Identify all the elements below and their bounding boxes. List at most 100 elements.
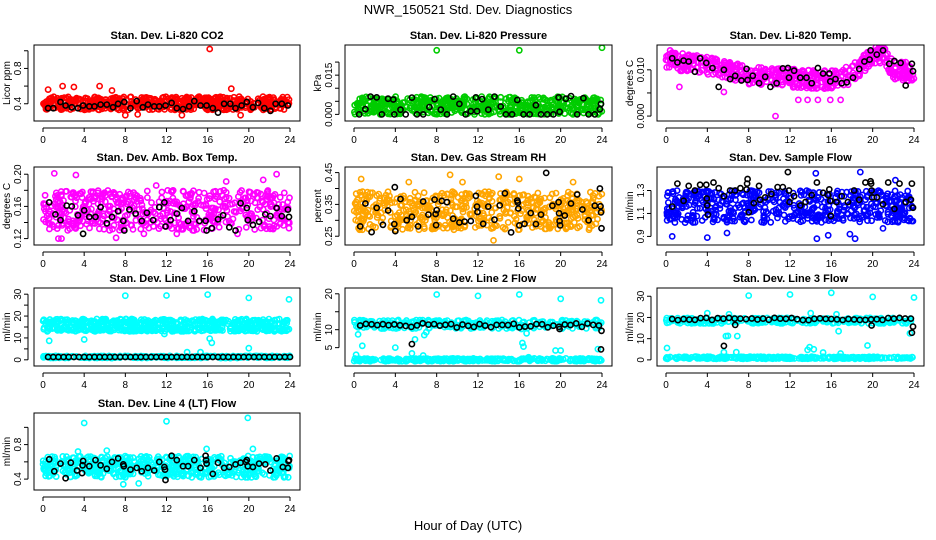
data-point xyxy=(399,225,406,233)
hourly-point xyxy=(674,59,681,66)
data-point xyxy=(459,178,466,186)
data-point xyxy=(446,171,454,179)
data-point xyxy=(891,218,899,225)
data-point xyxy=(385,196,393,204)
data-point xyxy=(585,102,593,110)
hourly-point xyxy=(561,212,569,219)
hourly-point xyxy=(449,215,457,223)
data-point xyxy=(441,97,448,105)
data-point xyxy=(167,187,175,195)
hourly-point xyxy=(74,211,82,219)
data-point xyxy=(879,197,886,204)
data-point xyxy=(411,188,419,196)
hourly-point xyxy=(219,211,227,219)
data-point xyxy=(164,206,172,214)
hourly-point xyxy=(786,198,793,206)
data-point xyxy=(418,216,426,224)
data-point xyxy=(221,195,229,203)
data-point xyxy=(797,218,804,226)
data-point xyxy=(448,222,456,230)
hourly-point xyxy=(833,198,840,206)
hourly-point xyxy=(567,92,575,100)
hourly-point xyxy=(803,74,810,82)
data-point xyxy=(671,219,679,226)
data-point xyxy=(712,210,720,218)
hourly-point xyxy=(260,104,268,112)
data-point xyxy=(896,67,904,75)
data-point xyxy=(230,93,238,101)
data-point xyxy=(534,189,542,197)
hourly-point xyxy=(57,98,64,106)
data-point xyxy=(668,232,676,240)
data-point xyxy=(88,205,95,213)
hourly-point xyxy=(149,216,157,224)
hourly-point xyxy=(432,210,439,218)
x-tick-label: 0 xyxy=(40,135,46,146)
x-tick-label: 20 xyxy=(867,259,879,270)
data-point xyxy=(594,215,601,223)
data-point xyxy=(424,203,432,211)
data-point xyxy=(746,187,754,195)
data-point xyxy=(863,203,871,211)
series-all xyxy=(350,171,606,244)
data-point xyxy=(488,189,496,197)
x-tick-label: 4 xyxy=(81,380,87,391)
hourly-point xyxy=(532,101,540,109)
data-point xyxy=(230,327,238,335)
hourly-point xyxy=(203,102,210,109)
data-point xyxy=(434,200,442,208)
data-point xyxy=(663,52,670,60)
x-tick-label: 16 xyxy=(202,135,214,146)
x-tick-label: 16 xyxy=(826,135,838,146)
data-point xyxy=(589,211,597,219)
data-point xyxy=(493,102,501,110)
data-point xyxy=(415,226,423,234)
data-point xyxy=(373,192,381,199)
data-point xyxy=(455,317,463,324)
data-point xyxy=(404,224,412,232)
hourly-point xyxy=(52,210,59,218)
series-hourly xyxy=(45,198,293,238)
data-point xyxy=(143,323,150,331)
data-point xyxy=(482,318,490,326)
data-point xyxy=(184,191,192,199)
data-point xyxy=(414,200,421,208)
hourly-point xyxy=(709,64,716,72)
data-point xyxy=(143,187,151,195)
hourly-point xyxy=(808,79,816,87)
data-point xyxy=(696,204,704,212)
hourly-point xyxy=(202,217,209,225)
hourly-point xyxy=(785,187,793,194)
data-point xyxy=(573,199,581,207)
data-point xyxy=(675,52,682,60)
data-point xyxy=(285,295,293,303)
data-point xyxy=(96,97,103,105)
data-point xyxy=(80,336,88,343)
data-point xyxy=(789,83,797,91)
hourly-point xyxy=(696,181,704,189)
data-point xyxy=(694,187,702,195)
hourly-point xyxy=(424,211,432,218)
data-point xyxy=(285,224,293,232)
hourly-point xyxy=(731,187,739,194)
data-point xyxy=(433,46,441,54)
data-point xyxy=(664,192,671,200)
hourly-point xyxy=(814,64,822,72)
data-point xyxy=(352,190,360,198)
hourly-point xyxy=(703,201,711,209)
data-point xyxy=(555,101,562,109)
hourly-point xyxy=(479,220,487,228)
data-point xyxy=(684,62,692,70)
data-point xyxy=(814,96,822,104)
plot-frame xyxy=(656,166,925,246)
data-point xyxy=(779,78,786,86)
data-point xyxy=(516,192,524,199)
data-point xyxy=(256,203,264,211)
y-axis-label: ml/min xyxy=(313,312,324,341)
data-point xyxy=(530,94,538,102)
hourly-point xyxy=(879,47,887,54)
hourly-point xyxy=(832,75,839,83)
hourly-point xyxy=(745,208,753,216)
